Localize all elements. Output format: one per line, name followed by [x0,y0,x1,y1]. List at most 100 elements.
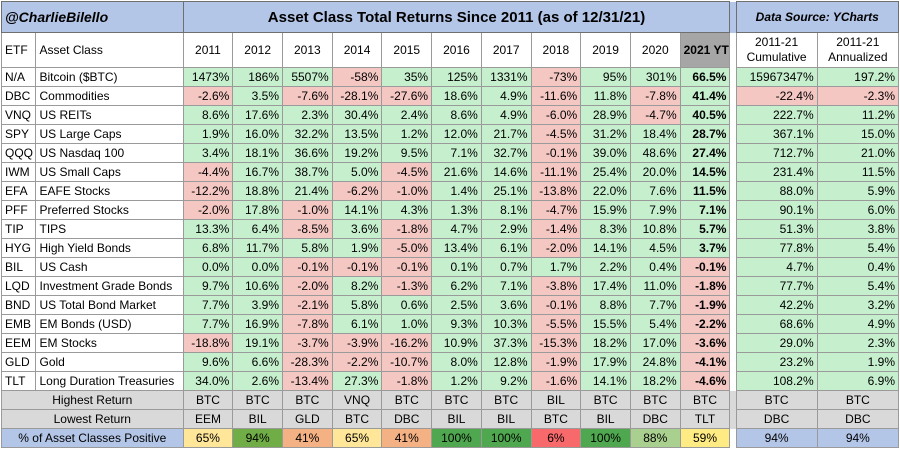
table-row: DBC Commodities -2.6% 3.5% -7.6% -28.1% -27.6%… [0,86,900,106]
return-value: 21.6% [431,162,482,182]
return-value: 2.9% [480,219,532,239]
annualized-return: 6.9% [816,371,900,391]
return-value: 4.9% [480,105,532,125]
table-row: EMB EM Bonds (USD) 7.7% 16.9% -7.8% 6.1% 1.0% 9… [0,314,900,334]
pct-positive-label: % of Asset Classes Positive [1,428,184,448]
return-value: 17.9% [580,352,631,372]
return-value: 8.8% [580,295,631,315]
etf-header: ETF [0,32,37,68]
pct-positive-row: % of Asset Classes Positive 65% 94% 41% 65% 4… [1,428,900,448]
asset-class-name: Investment Grade Bonds [35,276,184,296]
annualized-return: -2.3% [816,86,900,106]
cumulative-return: 15967347% [735,67,818,87]
return-value: 10.6% [232,276,283,296]
return-value: 6.1% [480,238,532,258]
asset-class-name: Long Duration Treasuries [35,371,184,391]
pct-positive-value: 100% [580,428,631,448]
return-value: 18.2% [629,371,681,391]
return-value: 6.8% [182,238,234,258]
return-value: 14.5% [679,162,731,182]
return-value: 3.5% [232,86,283,106]
column-gap [729,219,737,239]
return-value: 40.5% [679,105,731,125]
summary-ticker: BIL [580,409,631,429]
annualized-return: 15.0% [816,124,900,144]
year-header: 2020 [629,32,681,68]
year-header: 2019 [580,32,631,68]
return-value: -2.0% [182,200,234,220]
return-value: -0.1% [530,143,582,163]
return-value: -3.6% [679,333,731,353]
return-value: 2.2% [580,257,631,277]
return-value: 18.2% [580,333,631,353]
return-value: -2.6% [182,86,234,106]
pct-positive-value: 94% [816,428,900,448]
return-value: 19.2% [331,143,383,163]
annualized-return: 11.2% [816,105,900,125]
cumulative-return: -22.4% [735,86,818,106]
annualized-return: 21.0% [816,143,900,163]
pct-positive-value: 41% [381,428,433,448]
table-row: IWM US Small Caps -4.4% 16.7% 38.7% 5.0% -4.5%… [0,162,900,182]
return-value: 16.7% [232,162,283,182]
annualized-return: 5.9% [816,181,900,201]
return-value: 6.4% [232,219,283,239]
return-value: 14.6% [480,162,532,182]
return-value: 1.7% [530,257,582,277]
summary-ticker: BIL [480,409,532,429]
return-value: -12.2% [182,181,234,201]
return-value: -3.8% [530,276,582,296]
column-gap [729,162,737,182]
return-value: 3.6% [480,295,532,315]
return-value: 11.8% [580,86,631,106]
return-value: 0.4% [629,257,681,277]
table-title: Asset Class Total Returns Since 2011 (as… [182,1,731,33]
year-header: 2017 [480,32,532,68]
pct-positive-value: 94% [735,428,818,448]
year-header: 2018 [530,32,582,68]
return-value: 34.0% [182,371,234,391]
summary-ticker: BTC [331,409,383,429]
return-value: -73% [530,67,582,87]
return-value: -13.8% [530,181,582,201]
summary-ticker: BTC [480,390,532,410]
return-value: -5.0% [381,238,433,258]
return-value: -4.7% [629,105,681,125]
return-value: 125% [431,67,482,87]
etf-ticker: HYG [0,238,37,258]
lowest-return-row: Lowest Return EEM BIL GLD BTC DBC BIL BIL BTC BIL… [1,409,900,429]
cumulative-return: 222.7% [735,105,818,125]
return-value: 7.7% [182,295,234,315]
return-value: 17.0% [629,333,681,353]
column-gap [729,333,737,353]
return-value: -6.0% [530,105,582,125]
return-value: 5.8% [282,238,333,258]
return-value: 4.7% [431,219,482,239]
return-value: -4.4% [182,162,234,182]
asset-class-header: Asset Class [35,32,184,68]
return-value: 21.7% [480,124,532,144]
column-gap [729,409,737,429]
return-value: 39.0% [580,143,631,163]
return-value: 0.7% [480,257,532,277]
annualized-return: 3.8% [816,219,900,239]
return-value: 9.3% [431,314,482,334]
return-value: -11.6% [530,86,582,106]
annualized-return: 5.4% [816,276,900,296]
pct-positive-value: 94% [232,428,283,448]
return-value: -15.3% [530,333,582,353]
return-value: 4.5% [629,238,681,258]
return-value: 13.4% [431,238,482,258]
return-value: 66.5% [679,67,731,87]
table-row: EEM EM Stocks -18.8% 19.1% -3.7% -3.9% -16.2% 1… [0,333,900,353]
return-value: 7.7% [182,314,234,334]
table-row: SPY US Large Caps 1.9% 16.0% 32.2% 13.5% 1.2% 1… [0,124,900,144]
return-value: 22.0% [580,181,631,201]
return-value: 17.4% [580,276,631,296]
cumulative-return: 90.1% [735,200,818,220]
summary-ticker: BTC [381,390,433,410]
column-gap [729,200,737,220]
annualized-return: 197.2% [816,67,900,87]
return-value: 2.5% [431,295,482,315]
